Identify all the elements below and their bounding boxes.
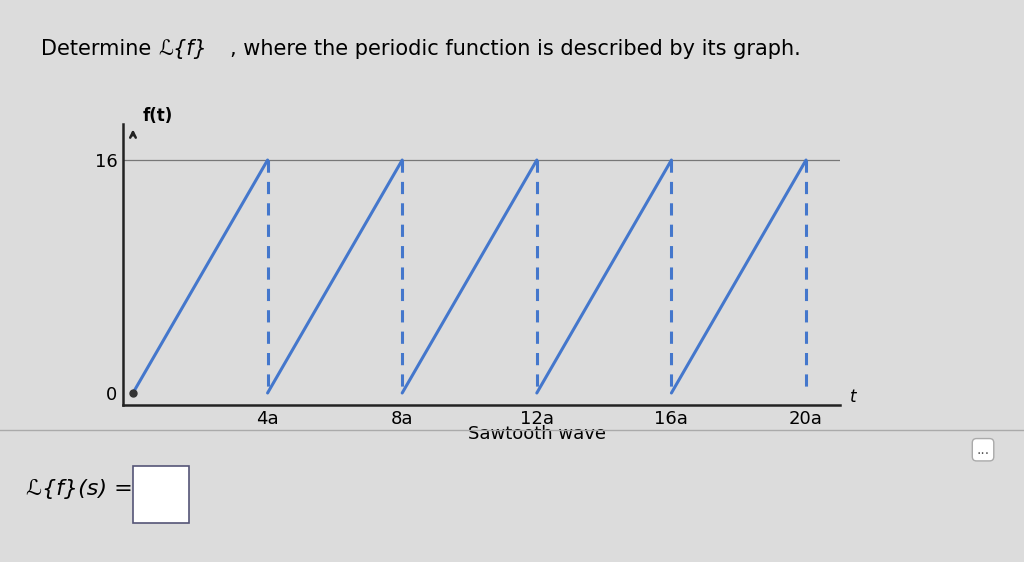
Text: ℒ{f}(s) =: ℒ{f}(s) = — [26, 479, 132, 500]
Text: , where the periodic function is described by its graph.: , where the periodic function is describ… — [230, 39, 801, 60]
Text: ℒ{f}: ℒ{f} — [159, 39, 208, 60]
Text: ...: ... — [977, 443, 989, 457]
Text: f(t): f(t) — [143, 107, 173, 125]
Text: Determine: Determine — [41, 39, 158, 60]
FancyBboxPatch shape — [133, 466, 189, 523]
Text: t: t — [850, 388, 856, 406]
Text: Sawtooth wave: Sawtooth wave — [468, 425, 606, 443]
